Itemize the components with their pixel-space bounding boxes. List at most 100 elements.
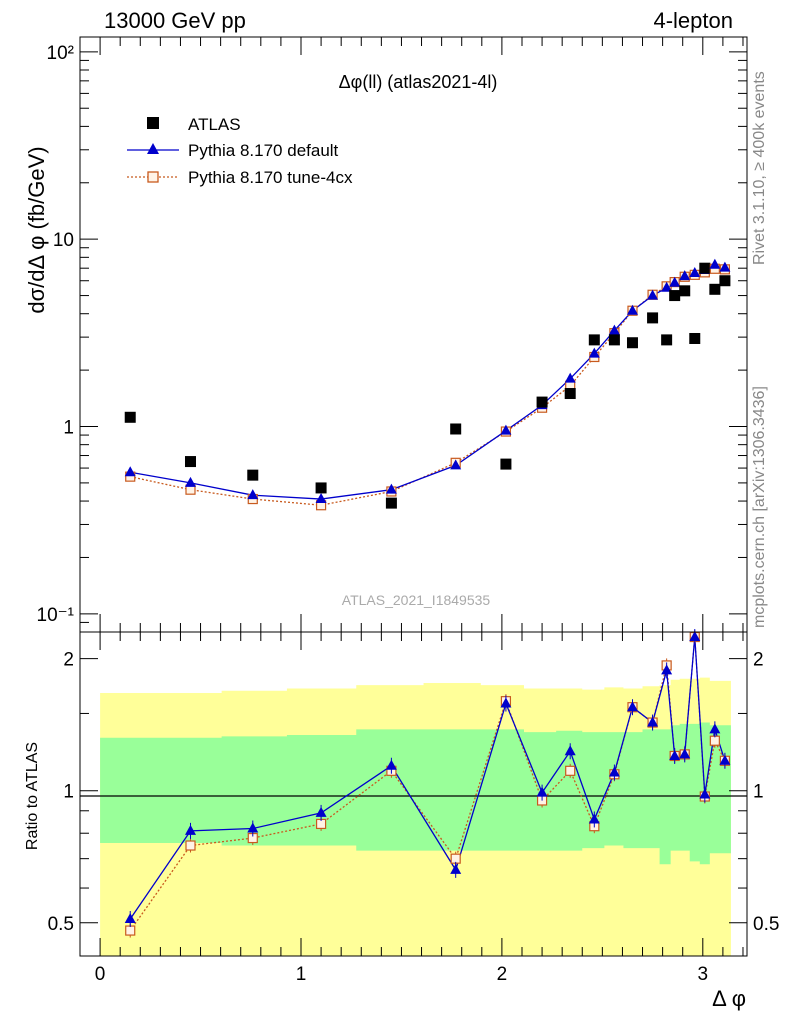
series-line-tune xyxy=(130,268,725,506)
ratio-tune-point xyxy=(565,765,576,776)
default-point xyxy=(588,347,600,358)
legend-tune-marker xyxy=(147,171,159,183)
main-panel: 10⁻¹ 1 10 10² Δφ(ll) (atlas2021-4l) ATLAS_2… xyxy=(37,36,748,633)
ratio-panel: 0.5 0.5 1 1 2 2 0 1 2 3 Δ φ xyxy=(48,629,779,1011)
ratio-ytick-label-right: 2 xyxy=(753,650,764,671)
atlas-point xyxy=(500,458,512,470)
default-point xyxy=(647,289,659,300)
default-point xyxy=(184,476,196,487)
chart-title: Δφ(ll) (atlas2021-4l) xyxy=(339,72,498,92)
analysis-watermark: ATLAS_2021_I1849535 xyxy=(342,592,491,608)
default-point xyxy=(247,489,259,500)
ratio-default-point xyxy=(689,631,701,642)
legend-item-default: Pythia 8.170 default xyxy=(127,141,339,160)
atlas-point xyxy=(709,283,721,295)
legend-atlas-label: ATLAS xyxy=(188,115,241,134)
atlas-point xyxy=(661,334,673,346)
atlas-point xyxy=(689,332,701,344)
ratio-line-default xyxy=(129,636,726,920)
legend-atlas-marker xyxy=(147,117,159,129)
default-point xyxy=(626,304,638,315)
header-process: 13000 GeV pp xyxy=(104,8,246,33)
default-point xyxy=(709,258,721,269)
ratio-tune-point xyxy=(450,853,461,864)
main-frame xyxy=(79,36,748,633)
ratio-ytick-label: 2 xyxy=(63,650,74,671)
ratio-line-tune xyxy=(129,636,726,931)
atlas-point xyxy=(588,334,600,346)
atlas-point xyxy=(669,290,681,302)
atlas-point xyxy=(385,497,397,509)
atlas-point xyxy=(699,262,711,274)
default-point xyxy=(719,261,731,272)
ratio-xtick-label: 3 xyxy=(698,964,709,985)
ratio-default-point xyxy=(450,863,462,874)
main-ytick-label: 1 xyxy=(63,418,74,439)
header-observable: 4-lepton xyxy=(653,8,733,33)
atlas-point xyxy=(608,334,620,346)
main-ylabel: dσ/dΔ φ (fb/GeV) xyxy=(24,146,49,313)
ratio-default-point xyxy=(661,664,673,675)
ratio-default-point xyxy=(315,806,327,817)
legend-default-marker xyxy=(147,143,159,154)
ratio-default-point xyxy=(536,786,548,797)
default-point xyxy=(564,372,576,383)
legend-item-atlas: ATLAS xyxy=(147,115,241,134)
atlas-point xyxy=(247,469,259,481)
main-ytick-label: 10⁻¹ xyxy=(37,605,75,626)
ratio-default-point xyxy=(679,748,691,759)
ratio-ylabel: Ratio to ATLAS xyxy=(24,742,41,850)
ratio-default-point xyxy=(247,822,259,833)
ratio-tune-point xyxy=(709,735,720,746)
ratio-default-point xyxy=(699,788,711,799)
atlas-point xyxy=(536,396,548,408)
default-point xyxy=(500,424,512,435)
atlas-point xyxy=(647,312,659,324)
default-point xyxy=(689,266,701,277)
ratio-default-point xyxy=(124,913,136,924)
ratio-default-point xyxy=(647,716,659,727)
atlas-point xyxy=(184,456,196,468)
ratio-ytick-label: 0.5 xyxy=(48,914,74,935)
atlas-point xyxy=(626,337,638,349)
default-point xyxy=(669,276,681,287)
legend-item-tune: Pythia 8.170 tune-4cx xyxy=(127,168,353,187)
ratio-ytick-label-right: 0.5 xyxy=(753,914,779,935)
ratio-ytick-label: 1 xyxy=(63,782,74,803)
legend-default-label: Pythia 8.170 default xyxy=(188,141,339,160)
legend-tune-label: Pythia 8.170 tune-4cx xyxy=(188,168,353,187)
ratio-default-point xyxy=(608,766,620,777)
ratio-tune-point xyxy=(185,840,196,851)
ratio-xtick-label: 1 xyxy=(296,964,307,985)
default-point xyxy=(385,483,397,494)
atlas-point xyxy=(564,388,576,400)
ratio-tune-point xyxy=(125,925,136,936)
atlas-point xyxy=(679,285,691,297)
main-ytick-label: 10 xyxy=(53,230,74,251)
atlas-point xyxy=(719,275,731,287)
ratio-xtick-label: 2 xyxy=(497,964,508,985)
ratio-frame xyxy=(79,631,748,957)
default-point xyxy=(608,324,620,335)
main-ytick-label: 10² xyxy=(47,43,74,64)
default-point xyxy=(679,270,691,281)
ratio-default-point xyxy=(564,745,576,756)
x-axis-label: Δ φ xyxy=(712,986,746,1011)
ratio-default-point xyxy=(184,824,196,835)
rivet-label: Rivet 3.1.10, ≥ 400k events xyxy=(751,71,768,265)
atlas-point xyxy=(450,423,462,435)
ratio-default-point xyxy=(709,723,721,734)
default-point xyxy=(124,466,136,477)
mcplots-label: mcplots.cern.ch [arXiv:1306.3436] xyxy=(751,386,768,628)
legend: ATLAS Pythia 8.170 default Pythia 8.170 … xyxy=(127,115,353,187)
ratio-default-point xyxy=(500,697,512,708)
atlas-point xyxy=(315,482,327,494)
series-line-default xyxy=(130,264,726,500)
ratio-xtick-label: 0 xyxy=(95,964,106,985)
default-point xyxy=(661,281,673,292)
ratio-default-point xyxy=(385,759,397,770)
default-point xyxy=(315,493,327,504)
ratio-default-point xyxy=(719,754,731,765)
ratio-default-point xyxy=(626,701,638,712)
